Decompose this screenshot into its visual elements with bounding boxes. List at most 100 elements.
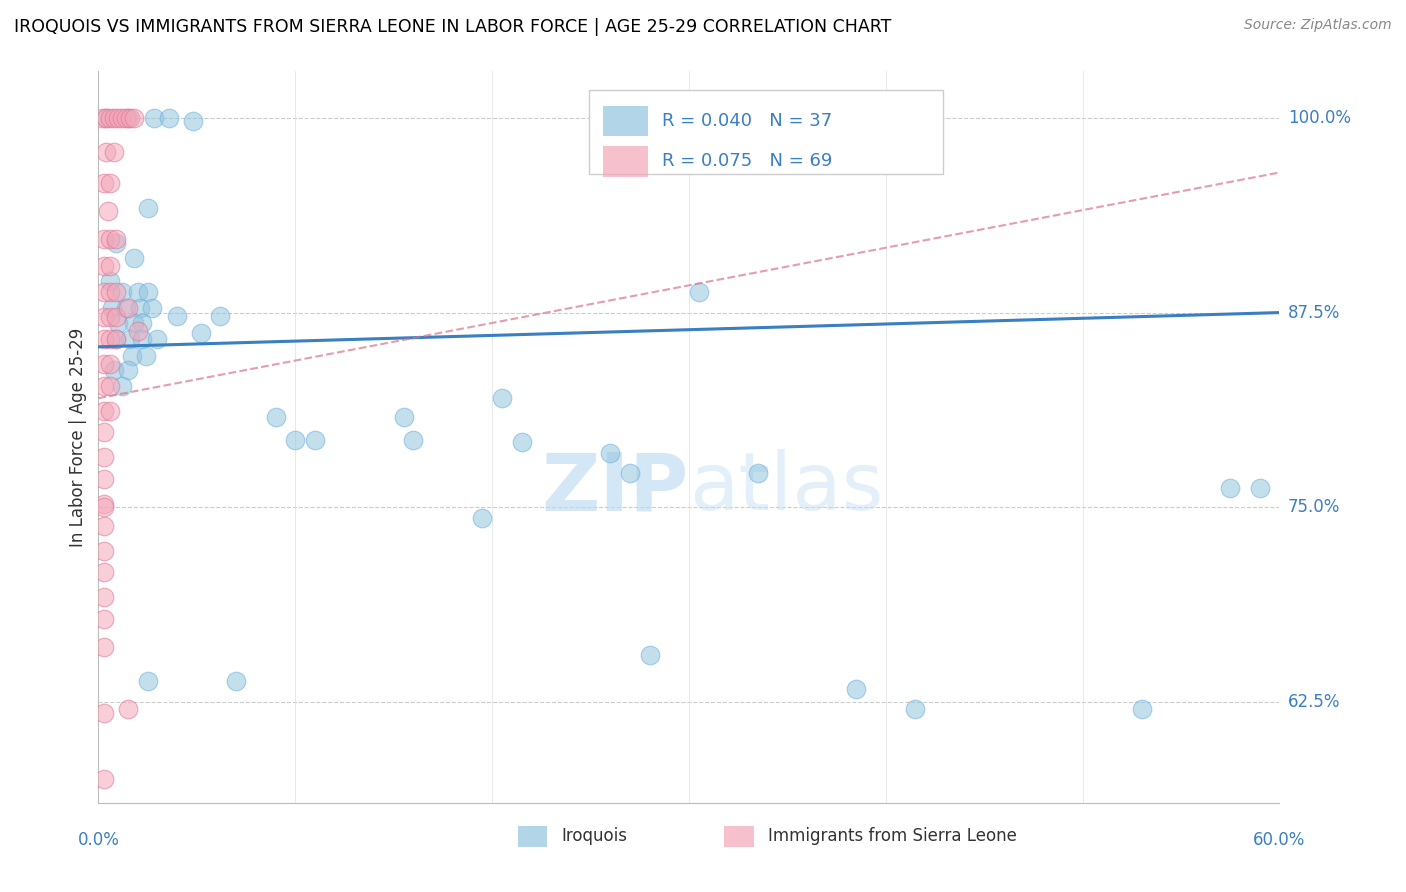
Point bbox=[98, 378, 121, 392]
Point bbox=[93, 500, 115, 515]
Point bbox=[97, 204, 120, 219]
FancyBboxPatch shape bbox=[589, 90, 943, 174]
Point bbox=[136, 285, 159, 300]
Point bbox=[117, 702, 139, 716]
Point bbox=[93, 640, 115, 655]
Point bbox=[115, 301, 138, 315]
Text: 75.0%: 75.0% bbox=[1288, 498, 1340, 516]
Point bbox=[166, 309, 188, 323]
Point bbox=[96, 111, 118, 125]
Point bbox=[93, 425, 115, 440]
FancyBboxPatch shape bbox=[603, 106, 648, 136]
Point bbox=[101, 301, 124, 315]
Point bbox=[93, 403, 115, 417]
Point bbox=[190, 326, 212, 340]
Point bbox=[127, 324, 149, 338]
Point bbox=[131, 317, 153, 331]
Point bbox=[93, 591, 115, 605]
Point bbox=[98, 310, 121, 325]
Point bbox=[93, 543, 115, 558]
Point bbox=[471, 511, 494, 525]
Point bbox=[98, 111, 121, 125]
Point bbox=[122, 317, 145, 331]
Point bbox=[304, 433, 326, 447]
Point bbox=[225, 674, 247, 689]
Point bbox=[93, 472, 115, 486]
Point bbox=[157, 111, 180, 125]
Text: 60.0%: 60.0% bbox=[1253, 830, 1306, 848]
Point bbox=[91, 111, 114, 125]
Text: ZIP: ZIP bbox=[541, 450, 689, 527]
Point bbox=[117, 363, 139, 377]
Point bbox=[105, 232, 128, 246]
Point bbox=[845, 682, 868, 697]
Point bbox=[96, 145, 118, 160]
Point bbox=[122, 111, 145, 125]
Point bbox=[131, 332, 153, 346]
Point bbox=[105, 285, 128, 300]
Point bbox=[107, 111, 129, 125]
Point bbox=[118, 111, 141, 125]
Point bbox=[117, 111, 139, 125]
Text: 0.0%: 0.0% bbox=[77, 830, 120, 848]
Text: R = 0.040   N = 37: R = 0.040 N = 37 bbox=[662, 112, 832, 130]
Text: 100.0%: 100.0% bbox=[1288, 109, 1351, 127]
Point bbox=[117, 301, 139, 315]
Point bbox=[118, 332, 141, 346]
Point bbox=[181, 114, 204, 128]
Point bbox=[619, 466, 641, 480]
Point bbox=[136, 202, 159, 216]
Point bbox=[209, 309, 232, 323]
Point bbox=[93, 518, 115, 533]
Point bbox=[93, 232, 115, 246]
Text: atlas: atlas bbox=[689, 450, 883, 527]
Point bbox=[638, 648, 661, 662]
Point bbox=[111, 378, 134, 392]
Point bbox=[747, 466, 769, 480]
Text: Immigrants from Sierra Leone: Immigrants from Sierra Leone bbox=[768, 828, 1017, 846]
Point bbox=[96, 111, 118, 125]
Point bbox=[93, 706, 115, 720]
Point bbox=[904, 702, 927, 716]
Point bbox=[1130, 702, 1153, 716]
Point bbox=[93, 378, 115, 392]
Point bbox=[264, 409, 287, 424]
Point bbox=[128, 301, 150, 315]
Point bbox=[93, 772, 115, 787]
Point bbox=[142, 111, 165, 125]
Point bbox=[1219, 482, 1241, 496]
Text: IROQUOIS VS IMMIGRANTS FROM SIERRA LEONE IN LABOR FORCE | AGE 25-29 CORRELATION : IROQUOIS VS IMMIGRANTS FROM SIERRA LEONE… bbox=[14, 18, 891, 36]
Point bbox=[98, 259, 121, 273]
Point bbox=[103, 145, 125, 160]
Point bbox=[107, 317, 129, 331]
Text: 87.5%: 87.5% bbox=[1288, 303, 1340, 322]
Point bbox=[402, 433, 425, 447]
Point bbox=[98, 275, 121, 289]
Point bbox=[105, 332, 128, 346]
Point bbox=[93, 177, 115, 191]
Point bbox=[105, 235, 128, 250]
Point bbox=[115, 111, 138, 125]
Point bbox=[135, 349, 157, 363]
Point bbox=[127, 285, 149, 300]
Point bbox=[98, 177, 121, 191]
FancyBboxPatch shape bbox=[603, 146, 648, 177]
Text: 62.5%: 62.5% bbox=[1288, 693, 1340, 711]
Text: Source: ZipAtlas.com: Source: ZipAtlas.com bbox=[1244, 18, 1392, 32]
Point bbox=[111, 111, 134, 125]
Point bbox=[93, 285, 115, 300]
Point bbox=[93, 357, 115, 371]
Point bbox=[392, 409, 415, 424]
Point bbox=[105, 310, 128, 325]
Point bbox=[93, 612, 115, 626]
Point bbox=[93, 497, 115, 511]
Point bbox=[98, 232, 121, 246]
Point bbox=[111, 285, 134, 300]
Point bbox=[98, 332, 121, 346]
Point bbox=[599, 445, 621, 459]
Point bbox=[98, 285, 121, 300]
Point bbox=[688, 285, 710, 300]
Point bbox=[121, 349, 143, 363]
Point bbox=[1249, 482, 1271, 496]
Point bbox=[146, 332, 169, 346]
